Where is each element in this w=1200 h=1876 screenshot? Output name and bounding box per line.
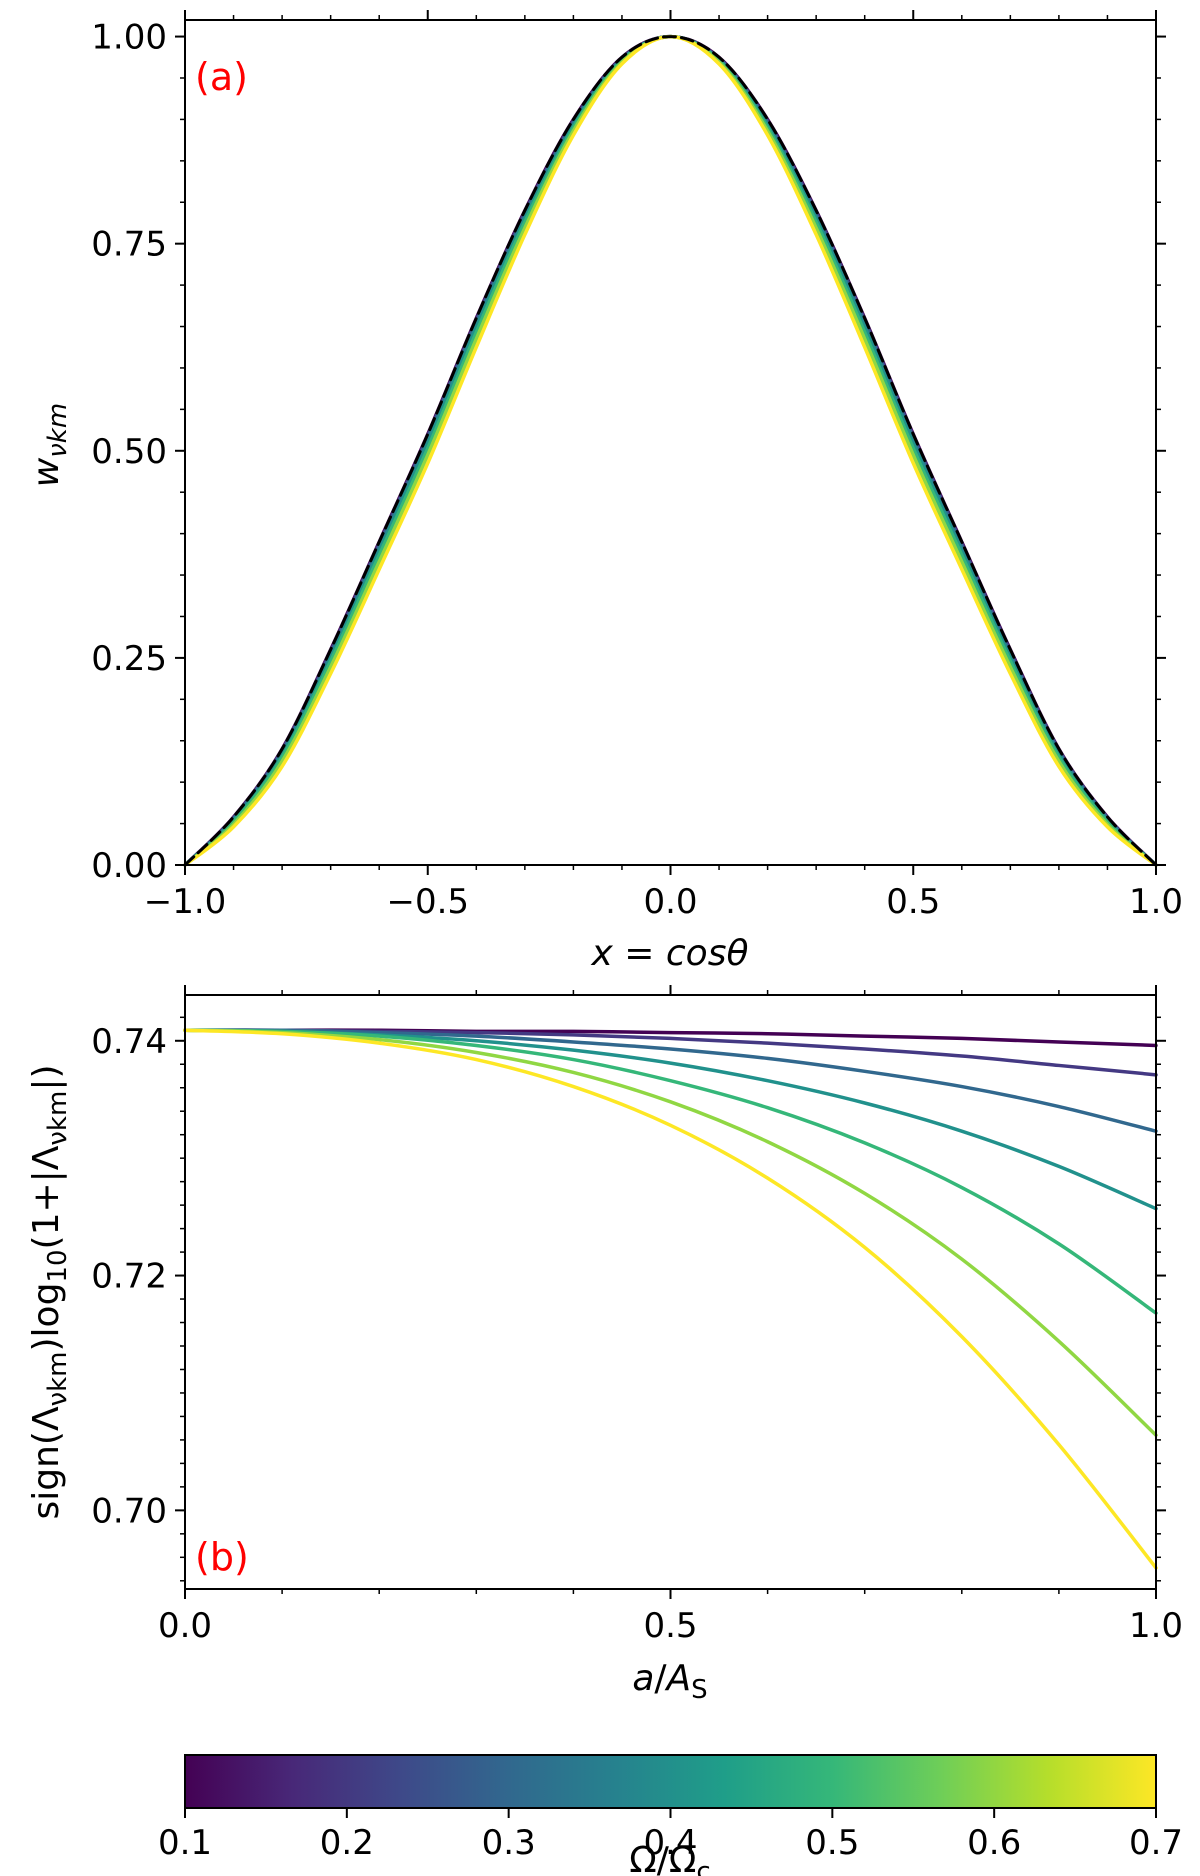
panel-b-xtick-label: 1.0	[1129, 1606, 1183, 1646]
panel-a-xtick-label: −1.0	[144, 882, 227, 922]
panel-b-xlabel: a/AS	[632, 1658, 707, 1705]
panel-a-ytick-label: 0.50	[91, 432, 167, 472]
panel-a-series-line-1	[183, 34, 1158, 867]
panel-a-series	[183, 34, 1158, 867]
panel-b-ytick-label: 0.74	[91, 1022, 167, 1062]
colorbar-tick-label: 0.4	[643, 1823, 697, 1863]
panel-b-series	[183, 1028, 1158, 1570]
colorbar-tick-label: 0.2	[320, 1823, 374, 1863]
panel-a-ytick-label: 0.25	[91, 639, 167, 679]
panel-a-xtick-label: 1.0	[1129, 882, 1183, 922]
colorbar-tick-label: 0.3	[482, 1823, 536, 1863]
panel-a-ytick-label: 0.75	[91, 225, 167, 265]
panel-a-ylabel: wνkm	[26, 403, 73, 487]
colorbar-tick-label: 0.6	[967, 1823, 1021, 1863]
panel-a-frame	[184, 19, 1157, 866]
panel-a-xlabel: x = cosθ	[591, 933, 749, 974]
panel-a-series-line-3	[183, 34, 1158, 867]
colorbar-ticks: 0.1 0.2 0.3 0.4 0.5 0.6 0.7	[158, 1808, 1183, 1863]
panel-a-ticks: −1.0 −0.5 0.0 0.5 1.0 0.00 0.25 0.50 0.75 1.00	[91, 10, 1183, 922]
panel-a: −1.0 −0.5 0.0 0.5 1.0 0.00 0.25 0.50 0.75 1.00 (a…	[26, 10, 1183, 974]
panel-b-xtick-label: 0.0	[158, 1606, 212, 1646]
panel-a-series-line-2	[183, 34, 1158, 867]
panel-b-label: (b)	[195, 1535, 249, 1579]
colorbar-tick-label: 0.5	[805, 1823, 859, 1863]
panel-b-series-line-5	[183, 1028, 1158, 1437]
colorbar-tick-label: 0.7	[1129, 1823, 1183, 1863]
panel-a-ytick-label: 0.00	[91, 846, 167, 886]
panel-a-xtick-label: −0.5	[386, 882, 469, 922]
colorbar: 0.1 0.2 0.3 0.4 0.5 0.6 0.7 Ω/Ωc	[158, 1754, 1183, 1876]
panel-b-series-line-4	[183, 1028, 1158, 1315]
panel-a-series-line-4	[183, 34, 1158, 867]
panel-a-series-line-5	[183, 34, 1158, 867]
panel-b-frame	[184, 994, 1157, 1590]
colorbar-tick-label: 0.1	[158, 1823, 212, 1863]
panel-a-xtick-label: 0.5	[886, 882, 940, 922]
panel-b-ytick-label: 0.72	[91, 1257, 167, 1297]
panel-b-series-line-3	[183, 1028, 1158, 1211]
panel-b-series-line-6	[183, 1028, 1158, 1570]
panel-b-xtick-label: 0.5	[643, 1606, 697, 1646]
panel-a-series-line-6	[183, 34, 1158, 867]
colorbar-label: Ω/Ωc	[629, 1840, 710, 1876]
panel-a-xtick-label: 0.0	[643, 882, 697, 922]
panel-b-series-line-2	[183, 1028, 1158, 1133]
panel-b: 0.0 0.5 1.0 0.70 0.72 0.74 (b) a/AS sign(Λνkm…	[26, 985, 1183, 1705]
panel-a-series-line-0	[183, 34, 1158, 867]
panel-a-ytick-label: 1.00	[91, 18, 167, 58]
panel-b-ytick-label: 0.70	[91, 1491, 167, 1531]
colorbar-gradient	[184, 1754, 1157, 1809]
panel-b-ylabel: sign(Λνkm)log10(1+|Λνkm|)	[26, 1064, 73, 1519]
panel-a-series-line-7	[183, 35, 1158, 867]
panel-b-ticks: 0.0 0.5 1.0 0.70 0.72 0.74	[91, 985, 1183, 1646]
panel-a-label: (a)	[195, 55, 248, 99]
